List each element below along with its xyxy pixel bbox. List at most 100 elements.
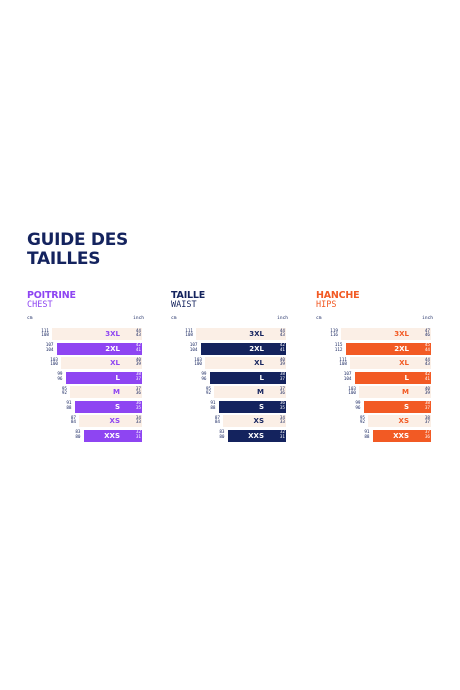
inch-range: 42 41	[135, 343, 141, 353]
size-row: 103 100 M 40 39	[348, 386, 431, 398]
size-bar: XXS 32 31	[83, 429, 142, 442]
page-title: GUIDE DES TAILLES	[27, 231, 128, 269]
size-bar: L 38 37	[65, 371, 142, 384]
cm-range: 99 96	[57, 372, 63, 382]
size-label: L	[259, 373, 264, 382]
size-label: XS	[398, 417, 409, 425]
size-label: S	[258, 402, 264, 411]
size-label: XL	[399, 359, 409, 367]
size-bar: 2XL 45 44	[345, 342, 431, 355]
cm-range: 111 108	[185, 328, 193, 339]
inch-range: 38 37	[135, 372, 141, 382]
size-bar: XXS 37 36	[372, 429, 431, 442]
size-bar: M 37 36	[70, 386, 142, 398]
page-title-line-2: TAILLES	[27, 249, 101, 269]
cm-range: 119 116	[330, 328, 338, 339]
cm-range: 95 92	[359, 415, 365, 426]
inch-range: 37 36	[135, 386, 141, 397]
size-row: 111 108 XL 44 43	[339, 357, 431, 369]
cm-range: 83 80	[75, 430, 81, 440]
size-row: 91 88 S 36 35	[210, 400, 286, 413]
size-bar: XS 38 37	[368, 415, 431, 427]
cm-range: 107 104	[343, 372, 352, 382]
inch-range: 37 36	[279, 386, 285, 397]
size-bar: XL 44 43	[350, 357, 431, 369]
size-row: 103 100 XL 40 39	[50, 357, 142, 369]
size-row: 83 80 XXS 32 31	[75, 429, 142, 442]
inch-range: 40 39	[279, 357, 285, 368]
size-bar: XS 34 33	[223, 415, 286, 427]
size-label: XS	[253, 417, 264, 425]
cm-range: 99 96	[355, 401, 361, 411]
size-bar: XL 40 39	[61, 357, 142, 369]
size-label: 3XL	[394, 330, 409, 338]
table-subtitle: WAIST	[171, 300, 197, 310]
inch-range: 42 41	[279, 343, 285, 353]
size-row: 107 104 2XL 42 41	[190, 342, 286, 355]
inch-range: 44 43	[135, 328, 141, 339]
inch-range: 42 41	[424, 372, 430, 382]
inch-range: 34 33	[135, 415, 141, 426]
size-label: XL	[254, 359, 264, 367]
size-row: 95 92 M 37 36	[62, 386, 142, 398]
size-bar: S 36 35	[74, 400, 142, 413]
size-bar: XXS 32 31	[227, 429, 286, 442]
size-bar: XL 40 39	[205, 357, 286, 369]
size-label: L	[115, 373, 120, 382]
inch-range: 44 43	[424, 357, 430, 368]
size-table-chest: POITRINE CHEST cm inch 111 108 3XL 44 43 107 10…	[27, 291, 152, 451]
inch-range: 38 37	[424, 401, 430, 411]
cm-range: 115 112	[334, 343, 343, 353]
size-label: XS	[109, 417, 120, 425]
inch-range: 32 31	[279, 430, 285, 440]
cm-range: 111 108	[41, 328, 49, 339]
inch-range: 38 37	[279, 372, 285, 382]
size-table-hips: HANCHE HIPS cm inch 119 116 3XL 47 46 115 112 2X…	[316, 291, 441, 451]
size-row: 87 84 XS 34 33	[215, 415, 286, 427]
unit-cm-label: cm	[27, 316, 33, 321]
size-row: 103 100 XL 40 39	[194, 357, 286, 369]
size-label: 2XL	[394, 344, 409, 353]
size-label: S	[114, 402, 120, 411]
size-bar: L 42 41	[354, 371, 431, 384]
size-row: 91 88 S 36 35	[66, 400, 142, 413]
cm-range: 99 96	[201, 372, 207, 382]
size-row: 115 112 2XL 45 44	[335, 342, 431, 355]
size-row: 99 96 L 38 37	[201, 371, 286, 384]
inch-range: 34 33	[279, 415, 285, 426]
cm-range: 95 92	[61, 386, 67, 397]
inch-range: 45 44	[424, 343, 430, 353]
size-label: M	[257, 388, 264, 396]
size-label: 2XL	[249, 344, 264, 353]
size-label: 3XL	[249, 330, 264, 338]
table-title: POITRINE	[27, 290, 76, 301]
size-bar: 3XL 44 43	[196, 328, 286, 340]
size-label: 2XL	[105, 344, 120, 353]
inch-range: 36 35	[279, 401, 285, 411]
size-row: 119 116 3XL 47 46	[330, 328, 431, 340]
cm-range: 91 88	[364, 430, 370, 440]
size-row: 111 108 3XL 44 43	[185, 328, 286, 340]
size-bar: 2XL 42 41	[200, 342, 286, 355]
inch-range: 38 37	[424, 415, 430, 426]
inch-range: 40 39	[424, 386, 430, 397]
table-title: HANCHE	[316, 290, 360, 301]
size-label: XXS	[248, 431, 264, 440]
cm-range: 107 104	[45, 343, 54, 353]
size-row: 99 96 S 38 37	[355, 400, 431, 413]
size-row: 95 92 XS 38 37	[360, 415, 431, 427]
size-row: 107 104 2XL 42 41	[46, 342, 142, 355]
size-label: 3XL	[105, 330, 120, 338]
unit-inch-label: inch	[133, 316, 144, 321]
cm-range: 87 84	[214, 415, 220, 426]
size-label: XXS	[393, 431, 409, 440]
size-row: 87 84 XS 34 33	[71, 415, 142, 427]
size-label: L	[404, 373, 409, 382]
size-bar: M 40 39	[359, 386, 431, 398]
unit-inch-label: inch	[422, 316, 433, 321]
size-bar: S 38 37	[363, 400, 431, 413]
size-label: XXS	[104, 431, 120, 440]
cm-range: 91 88	[210, 401, 216, 411]
inch-range: 40 39	[135, 357, 141, 368]
size-row: 91 88 XXS 37 36	[364, 429, 431, 442]
